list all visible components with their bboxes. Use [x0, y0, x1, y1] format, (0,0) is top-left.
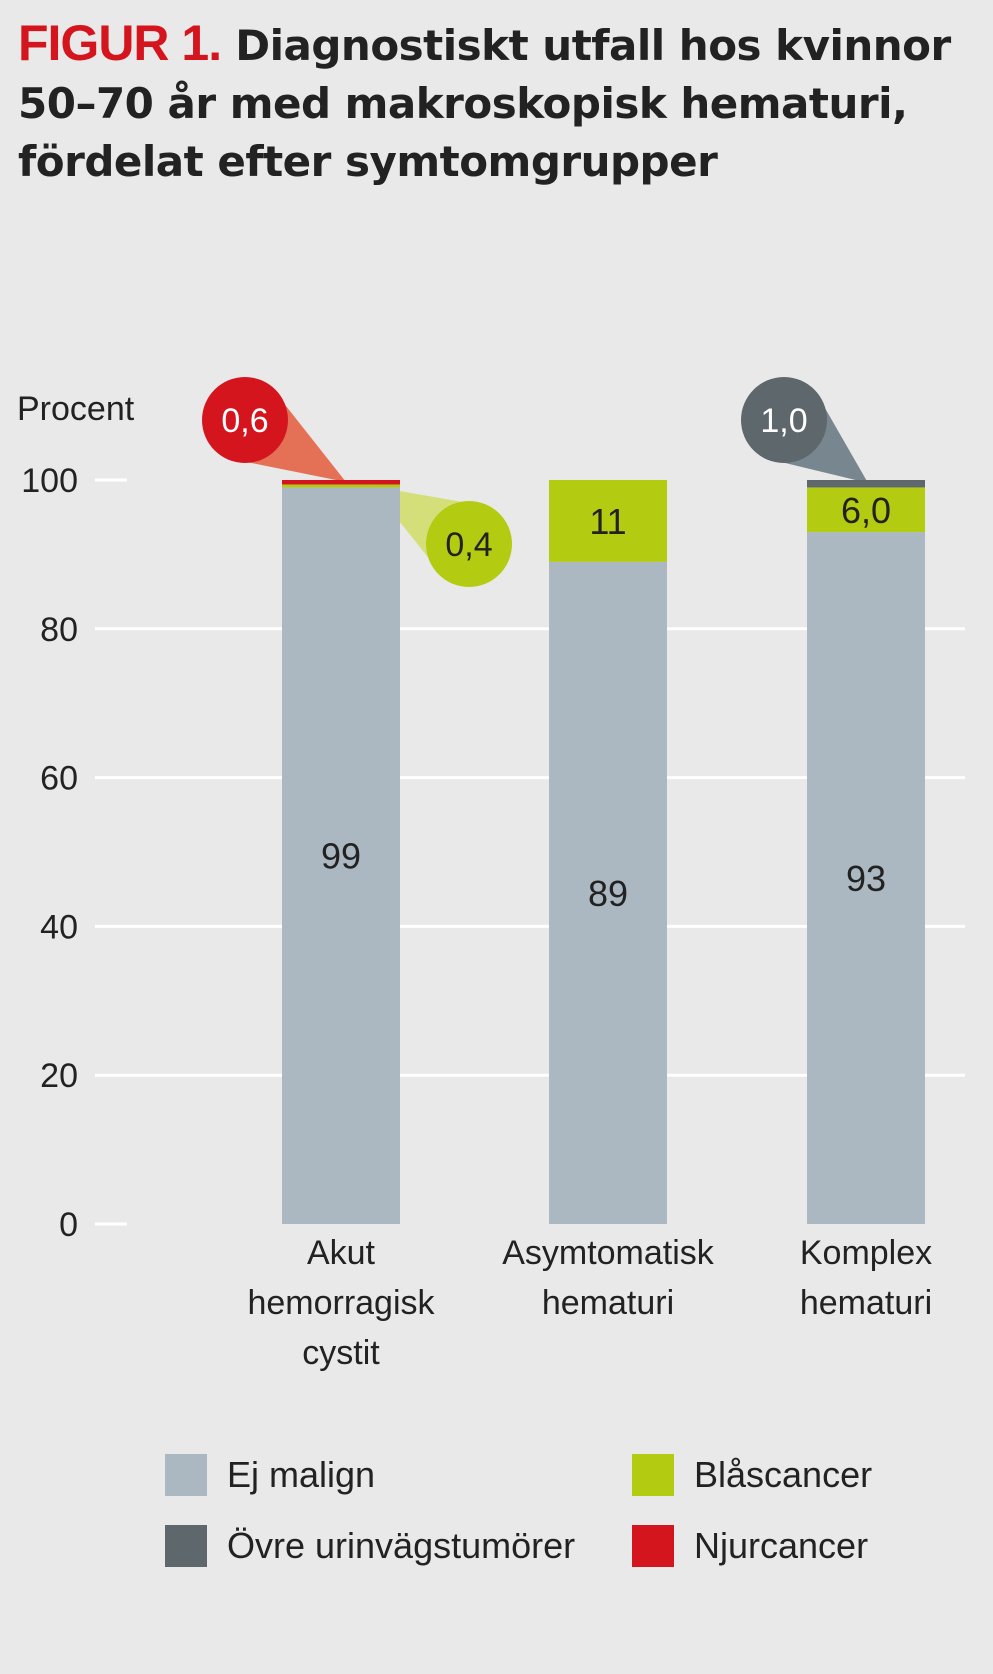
bar-segment	[282, 480, 400, 485]
category-label: cystit	[302, 1334, 380, 1372]
bar-segment	[807, 480, 925, 488]
y-tick-label: 0	[59, 1206, 78, 1244]
bar-segment	[549, 480, 667, 562]
chart-heading: FIGUR 1. Diagnostiskt utfall hos kvinnor…	[18, 14, 978, 191]
category-label: hemorragisk	[247, 1284, 435, 1322]
legend-item-ovre-urinvagstumorer: Övre urinvägstumörer	[165, 1524, 575, 1568]
chart-title: Diagnostiskt utfall hos kvinnor 50–70 år…	[18, 21, 951, 186]
data-label: 11	[589, 501, 626, 542]
callout-bubble	[426, 501, 512, 587]
legend-swatch	[632, 1454, 674, 1496]
legend-label: Njurcancer	[694, 1525, 869, 1566]
y-tick-label: 100	[21, 462, 78, 500]
figure-label: FIGUR 1.	[18, 15, 222, 71]
callout-bubble	[741, 377, 827, 463]
legend-item-njurcancer: Njurcancer	[632, 1524, 868, 1568]
callout-label: 0,6	[221, 402, 268, 440]
callout-label: 0,4	[445, 526, 492, 564]
callout-bubble	[202, 377, 288, 463]
legend-label: Övre urinvägstumörer	[227, 1525, 576, 1566]
y-tick-label: 20	[40, 1057, 78, 1095]
data-label: 6,0	[841, 490, 891, 531]
bar-segment	[282, 484, 400, 488]
category-label: Akut	[307, 1234, 376, 1272]
legend-label: Blåscancer	[694, 1454, 873, 1495]
x-axis-labels: Akut hemorragisk cystit Asymtomatisk hematur…	[247, 1234, 932, 1372]
legend-item-ej-malign: Ej malign	[165, 1453, 375, 1497]
callout-pointer	[785, 409, 868, 483]
y-tick-label: 80	[40, 611, 78, 649]
category-label: hematuri	[542, 1284, 674, 1322]
data-label: 93	[846, 858, 886, 899]
legend-label: Ej malign	[227, 1454, 376, 1495]
y-tick-label: 40	[40, 908, 78, 946]
category-label: Asymtomatisk	[502, 1234, 715, 1272]
category-label: hematuri	[800, 1284, 932, 1322]
category-label: Komplex	[800, 1234, 932, 1272]
bars: 99 89 11 93 6,0	[282, 480, 925, 1224]
data-label: 99	[321, 836, 361, 877]
bar-segment	[807, 532, 925, 1224]
bar-segment	[282, 487, 400, 1224]
y-axis-label: Procent	[17, 390, 135, 428]
legend-swatch	[165, 1454, 207, 1496]
bar-segment	[549, 561, 667, 1224]
y-tick-label: 60	[40, 760, 78, 798]
y-axis: 0 20 40 60 80 100 Procent	[17, 390, 135, 1244]
callout-label: 1,0	[760, 402, 807, 440]
legend-swatch	[632, 1525, 674, 1567]
legend-item-blascancer: Blåscancer	[632, 1453, 872, 1497]
bar-segment	[807, 487, 925, 533]
legend-swatch	[165, 1525, 207, 1567]
data-label: 89	[588, 873, 628, 914]
